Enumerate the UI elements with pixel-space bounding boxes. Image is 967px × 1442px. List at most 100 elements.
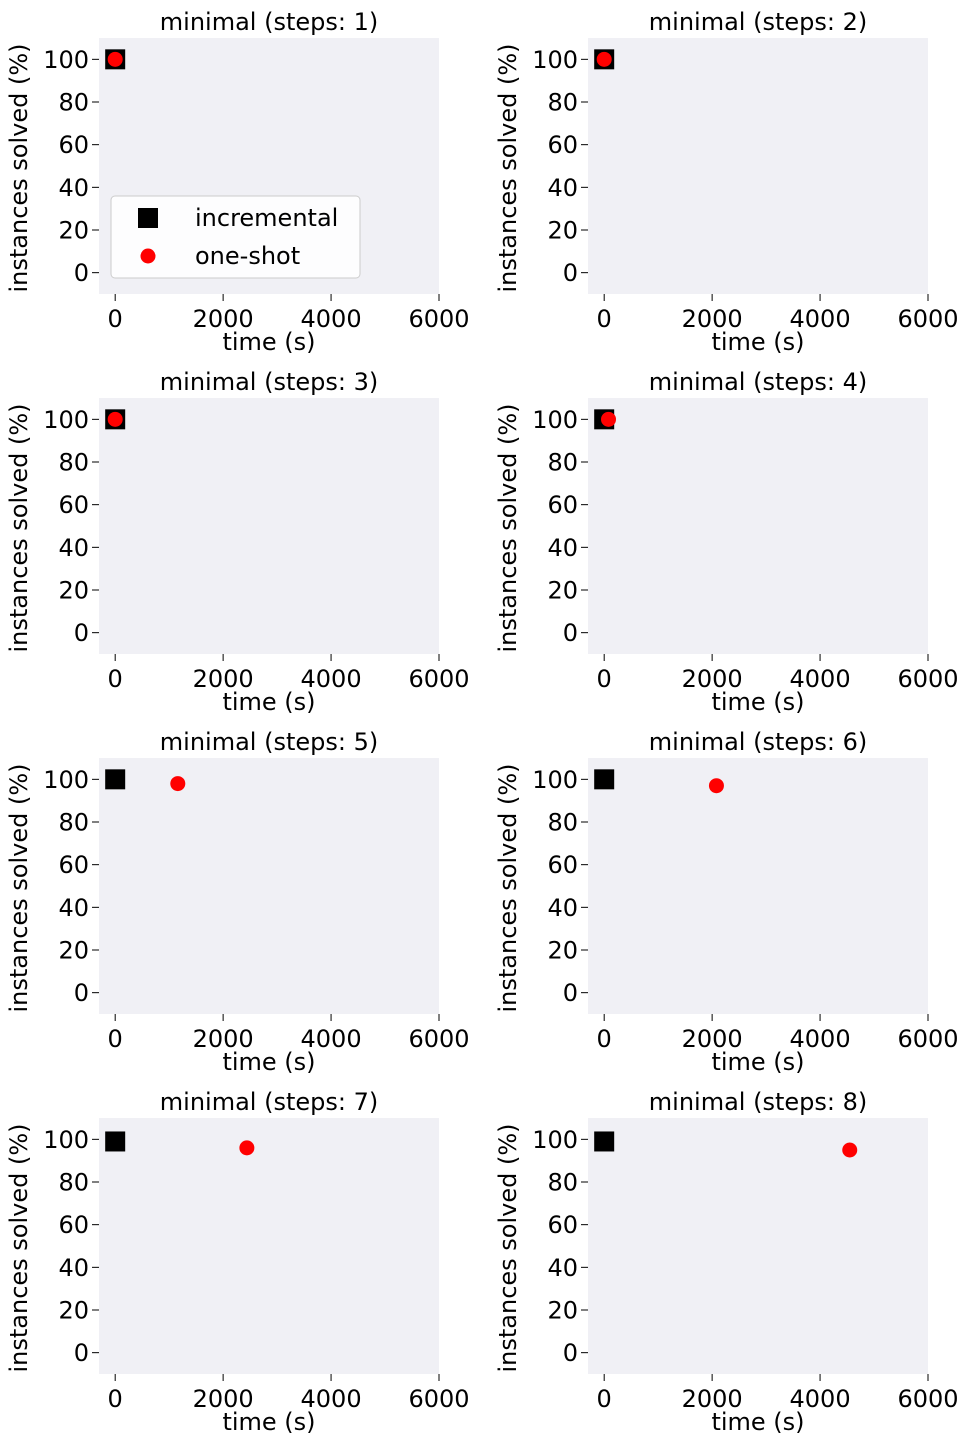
y-tick-label-8-80: 80 [547,1169,578,1197]
plot-area-4 [588,398,928,654]
one-shot-marker-6-0 [708,778,724,794]
one-shot-marker-4-0 [601,411,617,427]
incremental-marker-8-0 [594,1131,615,1152]
x-tick-label-8-0: 0 [597,1385,612,1413]
x-tick-label-4-0: 0 [597,665,612,693]
chart-title-3: minimal (steps: 3) [160,368,378,396]
x-tick-label-4-6000: 6000 [897,665,958,693]
x-tick-label-2-4000: 4000 [790,305,851,333]
legend-marker-incremental [138,208,158,228]
y-axis-label-1: instances solved (%) [5,43,33,292]
x-axis-label-7: time (s) [222,1408,315,1436]
y-tick-label-6-60: 60 [547,851,578,879]
legend-1: incremental one-shot [110,195,361,279]
x-axis-label-6: time (s) [711,1048,804,1076]
plot-area-8 [588,1118,928,1374]
plot-area-6 [588,758,928,1014]
y-tick-label-7-80: 80 [58,1169,89,1197]
x-axis-label-3: time (s) [222,688,315,716]
one-shot-marker-2-0 [596,51,612,67]
y-tick-label-8-40: 40 [547,1254,578,1282]
y-tick-label-2-40: 40 [547,174,578,202]
x-tick-label-4-4000: 4000 [790,665,851,693]
chart-title-4: minimal (steps: 4) [649,368,867,396]
x-axis-label-8: time (s) [711,1408,804,1436]
chart-panel-7: minimal (steps: 7) 0 20 40 60 80 100 0 2000 4000 6… [5,1088,470,1436]
y-tick-label-4-80: 80 [547,449,578,477]
y-tick-label-7-0: 0 [74,1339,89,1367]
y-tick-label-3-40: 40 [58,534,89,562]
y-tick-label-4-60: 60 [547,491,578,519]
y-tick-label-1-100: 100 [43,46,89,74]
chart-panel-3: minimal (steps: 3) 0 20 40 60 80 100 0 2000 4000 6… [5,368,470,716]
y-tick-label-3-80: 80 [58,449,89,477]
y-tick-label-7-100: 100 [43,1126,89,1154]
y-tick-label-7-20: 20 [58,1297,89,1325]
y-axis-label-7: instances solved (%) [5,1123,33,1372]
y-axis-label-5: instances solved (%) [5,763,33,1012]
y-tick-label-1-0: 0 [74,259,89,287]
y-axis-label-4: instances solved (%) [494,403,522,652]
legend-box [110,195,361,279]
y-tick-label-8-20: 20 [547,1297,578,1325]
x-axis-label-5: time (s) [222,1048,315,1076]
legend-marker-one-shot [140,248,156,264]
x-tick-label-7-2000: 2000 [193,1385,254,1413]
chart-panel-4: minimal (steps: 4) 0 20 40 60 80 100 0 2000 4000 6… [494,368,959,716]
x-tick-label-1-0: 0 [108,305,123,333]
y-tick-label-8-100: 100 [532,1126,578,1154]
x-tick-label-1-4000: 4000 [301,305,362,333]
y-tick-label-6-20: 20 [547,937,578,965]
y-axis-label-3: instances solved (%) [5,403,33,652]
y-tick-label-6-0: 0 [563,979,578,1007]
y-tick-label-8-0: 0 [563,1339,578,1367]
y-tick-label-1-60: 60 [58,131,89,159]
y-tick-label-1-20: 20 [58,217,89,245]
x-axis-label-2: time (s) [711,328,804,356]
incremental-marker-6-0 [594,769,615,790]
y-tick-label-8-60: 60 [547,1211,578,1239]
y-tick-label-6-40: 40 [547,894,578,922]
y-tick-label-4-40: 40 [547,534,578,562]
y-tick-label-2-20: 20 [547,217,578,245]
x-tick-label-1-2000: 2000 [193,305,254,333]
y-tick-label-7-60: 60 [58,1211,89,1239]
x-axis-label-1: time (s) [222,328,315,356]
incremental-marker-5-0 [105,769,126,790]
y-tick-label-6-100: 100 [532,766,578,794]
chart-title-5: minimal (steps: 5) [160,728,378,756]
y-tick-label-5-100: 100 [43,766,89,794]
incremental-marker-7-0 [105,1131,126,1152]
y-tick-label-5-80: 80 [58,809,89,837]
x-tick-label-7-4000: 4000 [301,1385,362,1413]
x-tick-label-6-2000: 2000 [682,1025,743,1053]
y-axis-label-2: instances solved (%) [494,43,522,292]
x-tick-label-4-2000: 2000 [682,665,743,693]
chart-panel-1: minimal (steps: 1) 0 20 40 60 80 100 0 2000 4000 6… [5,8,470,356]
x-tick-label-3-0: 0 [108,665,123,693]
y-tick-label-7-40: 40 [58,1254,89,1282]
chart-title-7: minimal (steps: 7) [160,1088,378,1116]
chart-panel-2: minimal (steps: 2) 0 20 40 60 80 100 0 2000 4000 6… [494,8,959,356]
one-shot-marker-3-0 [107,411,123,427]
chart-panel-6: minimal (steps: 6) 0 20 40 60 80 100 0 2000 4000 6… [494,728,959,1076]
x-tick-label-2-0: 0 [597,305,612,333]
y-tick-label-5-40: 40 [58,894,89,922]
y-tick-label-2-60: 60 [547,131,578,159]
x-tick-label-5-2000: 2000 [193,1025,254,1053]
x-tick-label-5-4000: 4000 [301,1025,362,1053]
x-tick-label-6-6000: 6000 [897,1025,958,1053]
plot-area-5 [99,758,439,1014]
y-tick-label-4-20: 20 [547,577,578,605]
y-tick-label-5-0: 0 [74,979,89,1007]
chart-panel-5: minimal (steps: 5) 0 20 40 60 80 100 0 2000 4000 6… [5,728,470,1076]
x-tick-label-7-6000: 6000 [408,1385,469,1413]
legend-label-one-shot: one-shot [195,242,300,270]
plot-area-2 [588,38,928,294]
plot-area-3 [99,398,439,654]
y-tick-label-1-40: 40 [58,174,89,202]
y-axis-label-6: instances solved (%) [494,763,522,1012]
x-tick-label-3-6000: 6000 [408,665,469,693]
y-tick-label-2-100: 100 [532,46,578,74]
